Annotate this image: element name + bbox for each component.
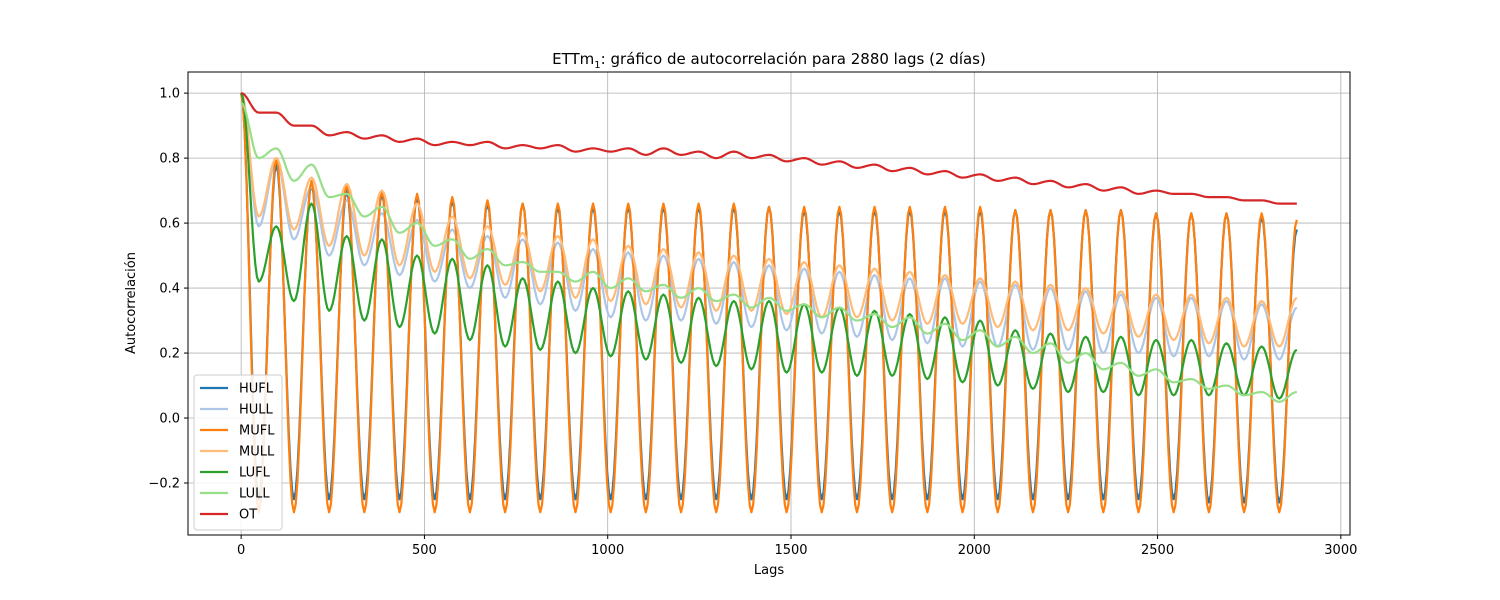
x-tick-label: 2000 — [958, 543, 991, 558]
chart-title: ETTm1: gráfico de autocorrelación para 2… — [552, 50, 986, 71]
grid-lines — [188, 72, 1350, 535]
x-tick-label: 0 — [237, 543, 245, 558]
legend-label-ot: OT — [239, 508, 257, 523]
x-axis-label: Lags — [754, 563, 784, 578]
series-line-mull — [240, 92, 1298, 348]
series-line-mufl — [240, 92, 1298, 514]
x-tick-label: 1500 — [774, 543, 807, 558]
x-tick-label: 1000 — [591, 543, 624, 558]
legend-label-lull: LULL — [239, 487, 270, 502]
y-tick-label: 0.8 — [159, 152, 180, 167]
axis-ticks: 0 500 1000 1500 2000 2500 3000 −0.2 0.0 0.2 0.4 0.6… — [148, 87, 1357, 558]
legend-box — [193, 374, 283, 531]
series-line-ot — [240, 92, 1297, 205]
y-axis-label: Autocorrelación — [124, 252, 139, 354]
x-tick-label: 500 — [412, 543, 437, 558]
legend-label-hufl: HUFL — [239, 382, 274, 397]
series-line-lull — [240, 101, 1297, 403]
legend-label-hull: HULL — [239, 403, 274, 418]
legend-label-mufl: MUFL — [239, 424, 275, 439]
series-line-lufl — [240, 92, 1298, 400]
series-lines — [240, 92, 1298, 514]
plot-area-frame — [187, 71, 1351, 536]
series-line-hull — [240, 92, 1298, 361]
legend: HUFL HULL MUFL MULL LUFL LULL OT — [193, 374, 283, 531]
y-tick-label: −0.2 — [148, 477, 180, 492]
legend-label-mull: MULL — [239, 445, 275, 460]
y-tick-label: 0.0 — [159, 412, 180, 427]
y-tick-label: 1.0 — [159, 87, 180, 102]
x-tick-label: 3000 — [1324, 543, 1357, 558]
x-tick-label: 2500 — [1141, 543, 1174, 558]
y-tick-label: 0.4 — [159, 282, 180, 297]
y-tick-label: 0.2 — [159, 347, 180, 362]
legend-label-lufl: LUFL — [239, 466, 271, 481]
y-tick-label: 0.6 — [159, 217, 180, 232]
